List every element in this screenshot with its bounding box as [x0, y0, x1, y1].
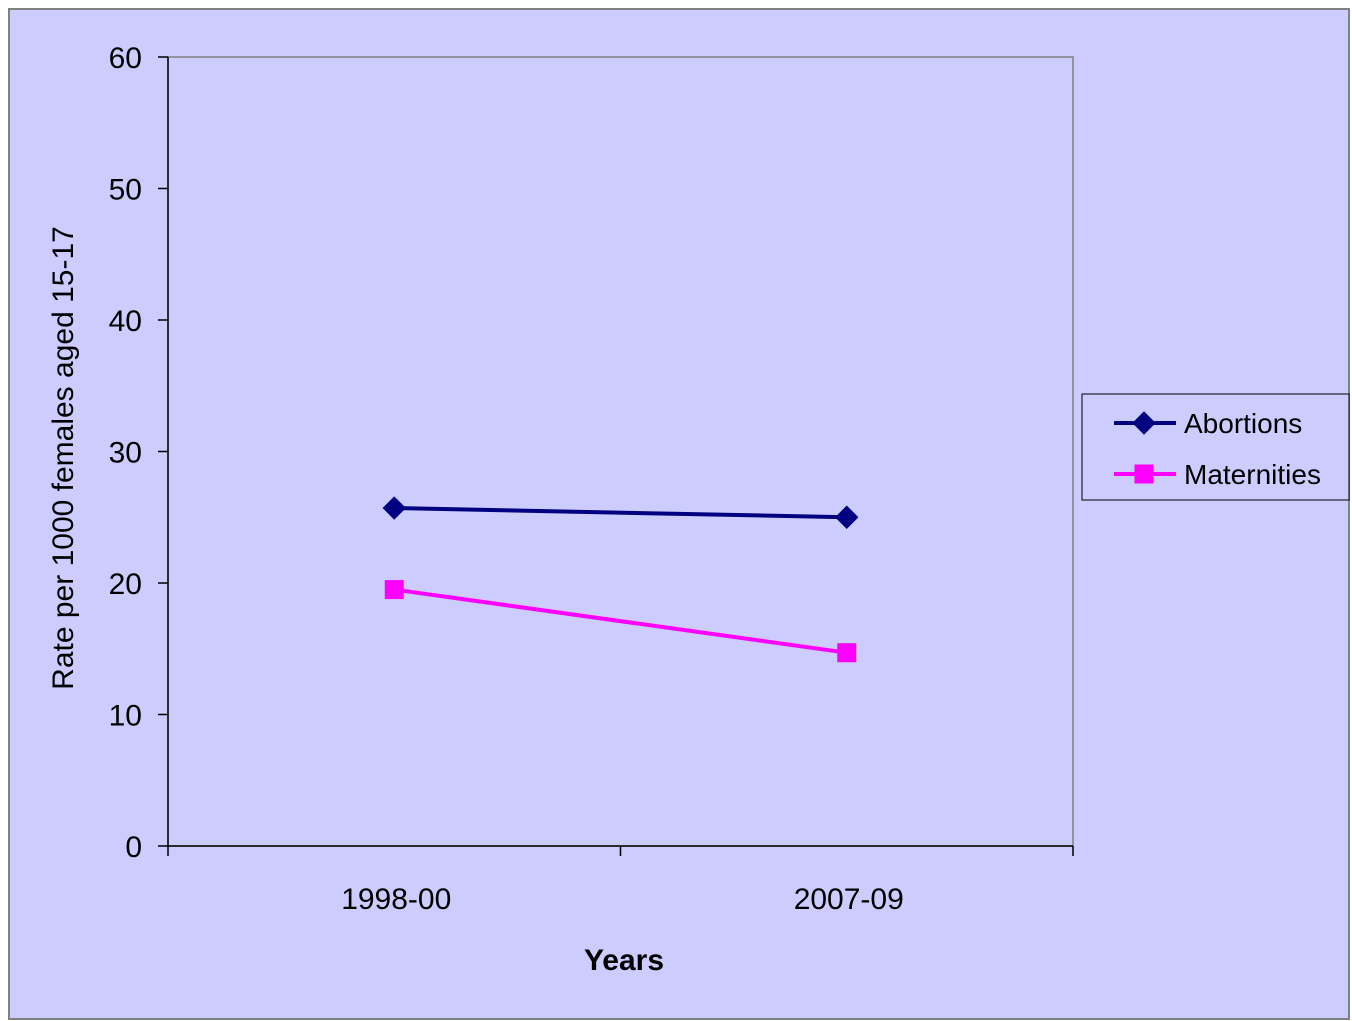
- y-tick-label: 30: [109, 437, 142, 470]
- legend: Abortions Maternities: [1081, 393, 1350, 501]
- y-tick-label: 10: [109, 700, 142, 733]
- y-tick-label: 60: [109, 42, 142, 75]
- series-line-abortions: [394, 506, 847, 520]
- legend-swatch-marker: [1132, 411, 1156, 435]
- legend-label: Maternities: [1184, 459, 1321, 490]
- y-tick-label: 20: [109, 568, 142, 601]
- data-point-abortions: [835, 505, 859, 529]
- legend-item-abortions: Abortions: [1114, 408, 1302, 439]
- plot-area: [167, 56, 1074, 847]
- data-point-abortions: [382, 496, 406, 520]
- legend-label: Abortions: [1184, 408, 1302, 439]
- x-axis-title: Years: [584, 944, 664, 977]
- legend-item-maternities: Maternities: [1114, 459, 1321, 490]
- series-abortions: [382, 496, 859, 529]
- y-axis: 0 10 20 30 40 50 60: [109, 42, 169, 864]
- legend-swatch-marker: [1134, 464, 1154, 484]
- series-maternities: [384, 580, 857, 663]
- y-axis-title: Rate per 1000 females aged 15-17: [47, 226, 80, 690]
- data-point-maternities: [837, 643, 857, 663]
- x-tick-label: 1998-00: [341, 883, 451, 916]
- y-tick-label: 0: [125, 831, 142, 864]
- series-line-maternities: [393, 587, 848, 655]
- legend-box: [1081, 393, 1350, 501]
- y-tick-label: 40: [109, 305, 142, 338]
- data-point-maternities: [384, 580, 404, 600]
- y-tick-label: 50: [109, 174, 142, 207]
- x-tick-label: 2007-09: [794, 883, 904, 916]
- x-axis: 1998-00 2007-09: [167, 845, 1074, 916]
- series-layer: [382, 496, 859, 663]
